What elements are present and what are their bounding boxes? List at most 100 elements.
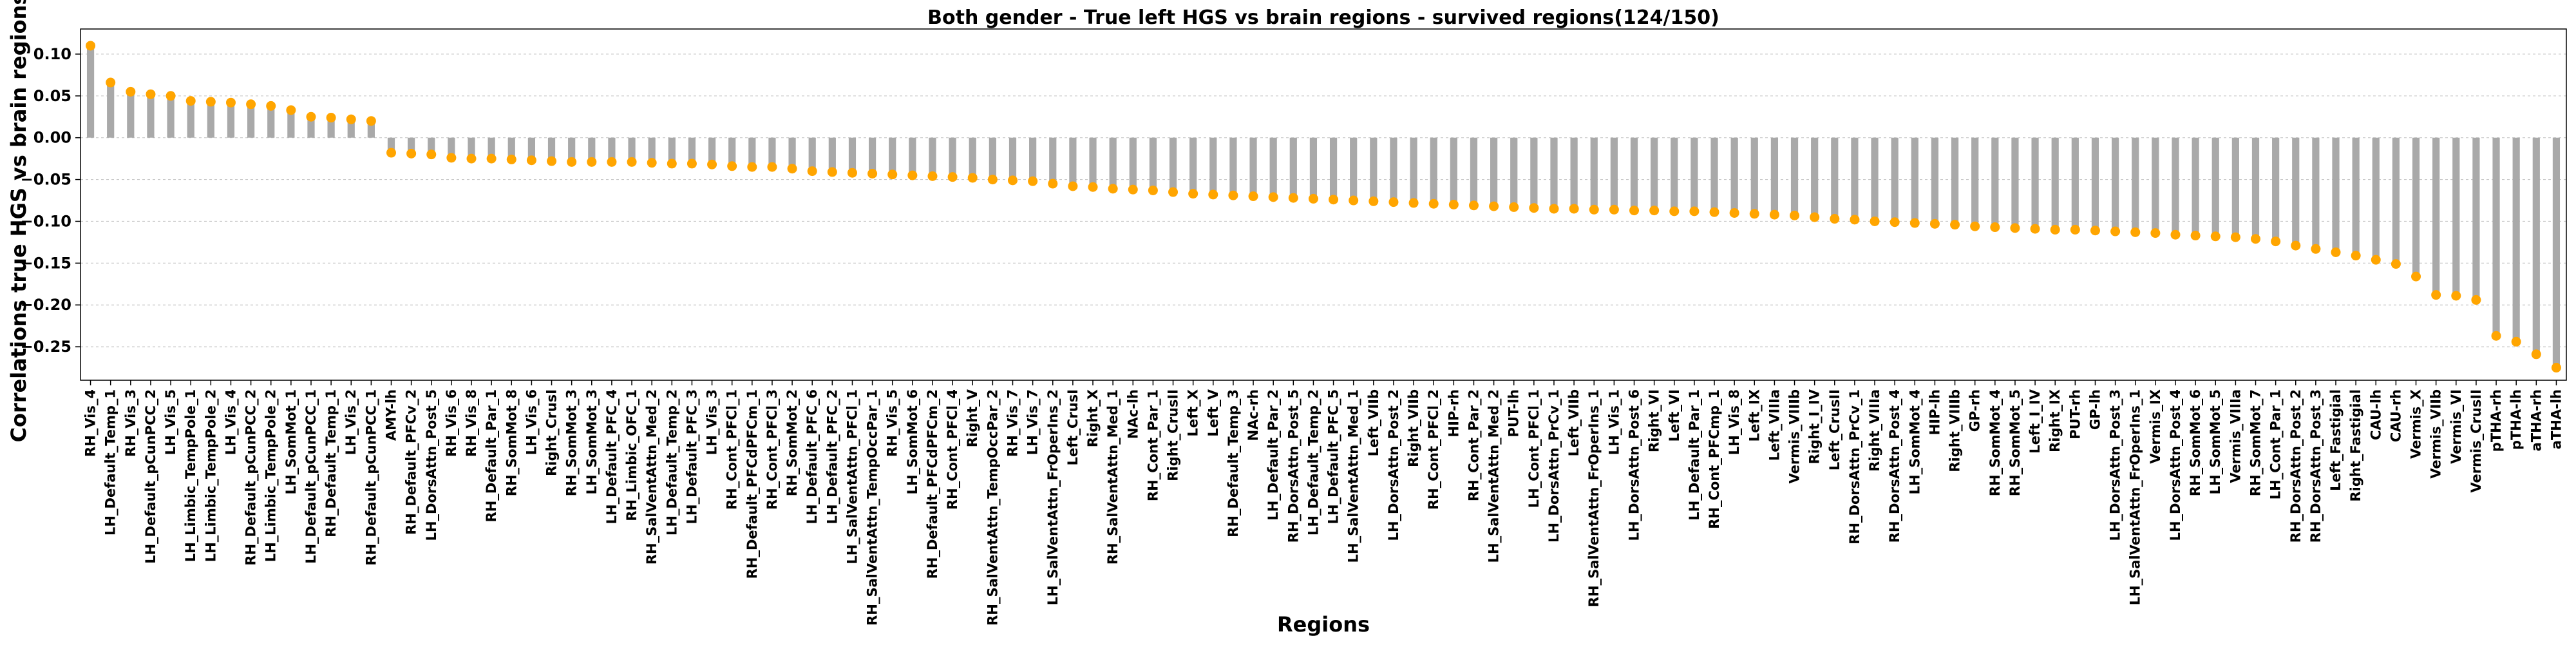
value-marker (1228, 190, 1238, 200)
value-marker (1208, 189, 1218, 200)
value-marker (1589, 204, 1599, 215)
x-tick-label: LH_SomMot_4 (1907, 389, 1922, 494)
bar (1851, 137, 1859, 220)
x-tick-label: Left_CrusII (1827, 389, 1842, 470)
value-marker (1950, 220, 1960, 230)
bar (808, 137, 816, 171)
x-tick-label: RH_Default_PFCdPFCm_2 (925, 389, 940, 579)
x-tick-label: LH_DorsAttn_Post_4 (2168, 389, 2183, 541)
x-tick-label: Vermis_VIIb (2429, 389, 2444, 479)
bar (1750, 137, 1758, 214)
x-tick-label: Left_Fastigial (2328, 389, 2344, 491)
x-tick-label: Right_VIIIa (1867, 389, 1882, 472)
x-tick-label: LH_Vis_6 (524, 389, 539, 455)
x-tick-label: RH_Cont_Par_1 (1145, 389, 1160, 501)
bar (2432, 137, 2440, 295)
bar (688, 137, 696, 164)
value-marker (2391, 259, 2401, 269)
x-tick-label: LH_DorsAttn_Post_5 (424, 389, 439, 541)
x-tick-label: Right_CrusI (544, 389, 560, 476)
bar (1430, 137, 1437, 204)
value-marker (406, 148, 417, 159)
x-tick-label: Right_V (965, 389, 980, 447)
bar (1971, 137, 1979, 227)
x-tick-label: LH_DorsAttn_Post_3 (2108, 389, 2123, 541)
x-tick-label: RH_Cont_Par_2 (1466, 389, 1481, 501)
value-marker (446, 153, 457, 163)
bar (1370, 137, 1378, 202)
bar (2031, 137, 2039, 229)
bar (2532, 137, 2540, 354)
x-tick-label: RH_Vis_7 (1005, 389, 1021, 457)
value-marker (927, 171, 938, 181)
bar (2292, 137, 2300, 246)
x-tick-label: LH_Default_Temp_1 (103, 389, 118, 536)
bar (2192, 137, 2199, 236)
bar (788, 137, 796, 169)
x-tick-label: RH_Default_Par_1 (484, 389, 499, 522)
bar (207, 101, 214, 138)
x-tick-label: LH_SomMot_1 (283, 389, 299, 494)
value-marker (1168, 187, 1179, 197)
value-marker (1028, 176, 1038, 186)
x-tick-label: LH_SalVentAttn_FrOperIns_1 (2128, 389, 2143, 605)
value-marker (967, 173, 978, 183)
x-tick-label: LH_Vis_3 (705, 389, 720, 455)
bar (1390, 137, 1397, 202)
bar (1590, 137, 1598, 210)
bar (1089, 137, 1097, 188)
x-tick-label: LH_SomMot_5 (2208, 389, 2223, 494)
value-marker (1268, 192, 1278, 202)
value-marker (166, 91, 176, 101)
y-axis-ticks: 0.10 0.05 0.00 −0.05 −0.10 −0.15 −0.20 −0.25 (21, 45, 80, 356)
bar (1710, 137, 1718, 213)
y-tick-label: −0.15 (21, 254, 71, 272)
x-tick-label: Left_I_IV (2027, 389, 2043, 453)
plot-frame (80, 28, 2567, 381)
bar (989, 137, 996, 180)
bar (1811, 137, 1819, 217)
value-marker (466, 153, 477, 164)
x-tick-label: RH_Vis_5 (885, 389, 900, 457)
bar (387, 137, 395, 153)
value-marker (106, 77, 116, 88)
value-marker (2190, 231, 2201, 241)
bar (969, 137, 976, 178)
bar (1329, 137, 1338, 200)
value-marker (1088, 182, 1098, 192)
bar (1871, 137, 1879, 222)
value-marker (2291, 240, 2301, 251)
value-marker (1689, 206, 1700, 217)
x-tick-label: RH_Cont_PFCl_4 (945, 389, 960, 510)
x-tick-label: RH_Default_pCunPCC_1 (363, 389, 379, 566)
x-tick-label: PUT-rh (2067, 389, 2083, 439)
x-tick-label: CAU-lh (2368, 389, 2383, 440)
value-marker (2431, 290, 2441, 300)
value-marker (1569, 204, 1579, 214)
y-tick-label: −0.10 (21, 212, 71, 230)
x-tick-label: HIP-lh (1927, 389, 1942, 435)
bar (2132, 137, 2139, 233)
value-marker (486, 153, 497, 164)
bar (547, 137, 556, 162)
bar (86, 45, 95, 138)
x-tick-label: RH_SomMot_8 (504, 389, 519, 496)
y-tick-label: −0.25 (21, 338, 71, 356)
x-tick-label: Left_V (1206, 389, 1221, 436)
x-tick-label: LH_SomMot_6 (905, 389, 920, 494)
bar (408, 137, 415, 154)
x-tick-label: LH_Default_PFC_4 (604, 389, 620, 524)
bar (828, 137, 836, 172)
bar (1269, 137, 1277, 197)
y-tick-label: 0.00 (33, 129, 71, 147)
bar (2412, 137, 2420, 277)
bar (2372, 137, 2380, 260)
x-tick-label: RH_Vis_8 (464, 389, 479, 457)
bar (448, 137, 455, 158)
x-tick-label: NAc-rh (1245, 389, 1261, 441)
bar (1049, 137, 1057, 184)
x-tick-label: Vermis_CrusII (2468, 389, 2484, 493)
bar (1530, 137, 1538, 208)
x-tick-label: Right_CrusII (1166, 389, 1181, 481)
